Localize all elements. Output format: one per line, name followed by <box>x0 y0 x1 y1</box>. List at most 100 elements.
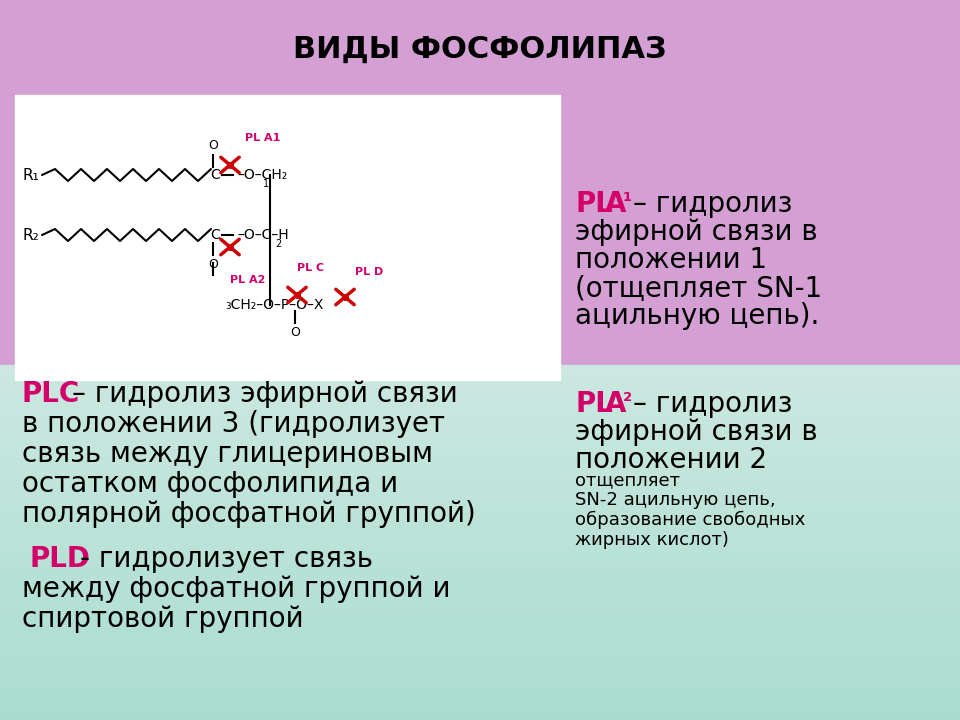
Bar <box>0 540 960 541</box>
Bar <box>0 464 960 465</box>
Text: PLD: PLD <box>30 545 91 573</box>
Bar <box>0 475 960 476</box>
Bar <box>0 451 960 452</box>
Bar <box>0 687 960 688</box>
Text: PL D: PL D <box>355 267 383 277</box>
Bar <box>0 578 960 579</box>
Bar <box>0 650 960 651</box>
Bar <box>0 636 960 637</box>
Text: (отщепляет SN-1: (отщепляет SN-1 <box>575 274 823 302</box>
Text: C: C <box>210 168 220 182</box>
Bar <box>0 592 960 593</box>
Bar <box>0 644 960 645</box>
Bar <box>0 543 960 544</box>
Bar <box>0 707 960 708</box>
Bar <box>0 522 960 523</box>
Bar <box>0 486 960 487</box>
Bar <box>0 454 960 455</box>
Bar <box>0 457 960 458</box>
Bar <box>0 405 960 406</box>
Bar <box>0 449 960 450</box>
Bar <box>0 695 960 696</box>
Bar <box>0 407 960 408</box>
Bar <box>0 587 960 588</box>
Text: PL: PL <box>575 190 612 218</box>
Bar <box>0 688 960 689</box>
Bar <box>0 606 960 607</box>
Bar <box>0 598 960 599</box>
Bar <box>0 539 960 540</box>
Bar <box>0 498 960 499</box>
Bar <box>0 465 960 466</box>
Bar <box>0 538 960 539</box>
Bar <box>0 415 960 416</box>
Text: O: O <box>208 139 218 152</box>
Bar <box>0 648 960 649</box>
Text: PL: PL <box>575 390 612 418</box>
Bar <box>0 373 960 374</box>
Bar <box>0 408 960 409</box>
Text: ₁: ₁ <box>623 185 632 205</box>
Bar <box>0 426 960 427</box>
Text: образование свободных: образование свободных <box>575 511 805 529</box>
Bar <box>0 703 960 704</box>
Bar <box>0 609 960 610</box>
Bar <box>0 533 960 534</box>
Bar <box>0 629 960 630</box>
Bar <box>0 665 960 666</box>
Bar <box>0 552 960 553</box>
Text: – гидролиз: – гидролиз <box>633 390 792 418</box>
Text: R₁: R₁ <box>22 168 38 182</box>
Text: - гидролизует связь: - гидролизует связь <box>80 545 373 573</box>
Bar <box>0 608 960 609</box>
Bar <box>0 689 960 690</box>
Bar <box>0 599 960 600</box>
Bar <box>0 564 960 565</box>
Bar <box>0 682 960 683</box>
Bar <box>0 382 960 383</box>
Bar <box>0 456 960 457</box>
Bar <box>0 622 960 623</box>
Bar <box>0 519 960 520</box>
Bar <box>0 580 960 581</box>
Bar <box>0 618 960 619</box>
Bar <box>0 673 960 674</box>
Bar <box>0 626 960 627</box>
Bar <box>0 393 960 394</box>
Bar <box>0 365 960 366</box>
Bar <box>0 693 960 694</box>
Bar <box>0 718 960 719</box>
Bar <box>0 604 960 605</box>
Bar <box>0 616 960 617</box>
Bar <box>0 715 960 716</box>
Text: – гидролиз: – гидролиз <box>633 190 792 218</box>
Bar <box>0 672 960 673</box>
Bar <box>0 490 960 491</box>
Bar <box>0 506 960 507</box>
Bar <box>0 557 960 558</box>
Text: отщепляет: отщепляет <box>575 471 680 489</box>
Bar <box>0 436 960 437</box>
Bar <box>0 607 960 608</box>
Bar <box>0 505 960 506</box>
Bar <box>0 642 960 643</box>
Bar <box>0 620 960 621</box>
Bar <box>0 443 960 444</box>
Bar <box>0 657 960 658</box>
Bar <box>0 445 960 446</box>
Bar <box>0 453 960 454</box>
Bar <box>0 458 960 459</box>
Bar <box>0 521 960 522</box>
Text: C: C <box>210 228 220 242</box>
Bar <box>0 568 960 569</box>
Text: A: A <box>605 190 627 218</box>
Bar <box>0 638 960 639</box>
Bar <box>0 455 960 456</box>
Bar <box>0 381 960 382</box>
Bar <box>0 375 960 376</box>
Bar <box>0 711 960 712</box>
Bar <box>0 654 960 655</box>
Bar <box>0 666 960 667</box>
Bar <box>0 625 960 626</box>
Bar <box>0 571 960 572</box>
